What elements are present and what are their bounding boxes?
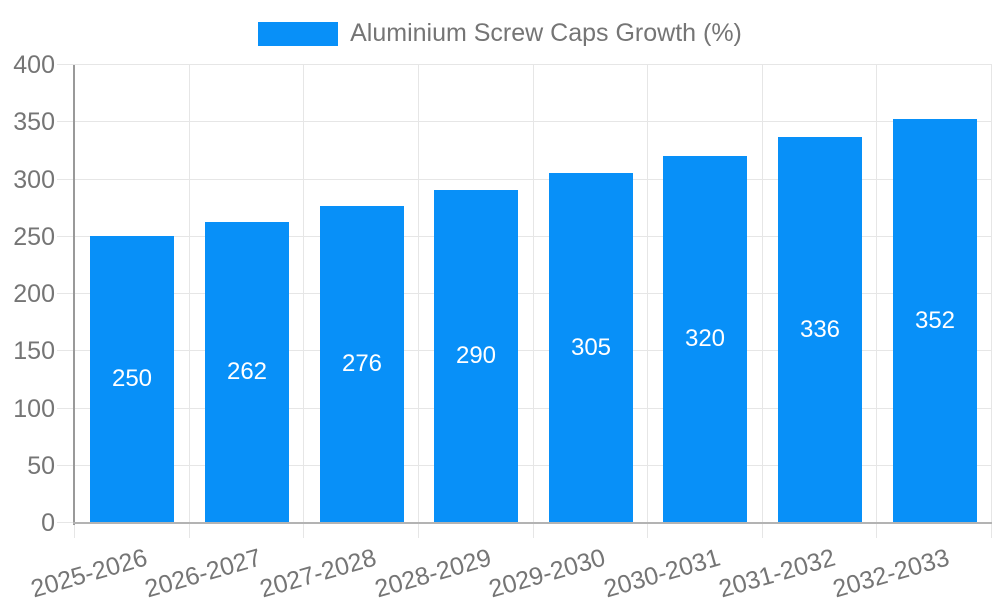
bar: 250: [90, 236, 174, 522]
bar: 336: [778, 137, 862, 522]
bar-value-label: 320: [684, 325, 726, 352]
y-axis-tick-label: 250: [13, 223, 55, 251]
y-axis-tick-label: 50: [27, 452, 55, 480]
x-gridline: [418, 65, 419, 523]
x-axis-line: [73, 522, 992, 524]
bar-value-label: 290: [455, 342, 497, 369]
legend: Aluminium Screw Caps Growth (%): [0, 21, 1000, 46]
x-gridline: [876, 65, 877, 523]
y-tick: [57, 121, 75, 122]
x-tick: [647, 523, 648, 538]
bar-value-label: 336: [799, 316, 841, 343]
bar-value-label: 250: [111, 365, 153, 392]
bar-value-label: 305: [570, 334, 612, 361]
x-axis-category-label: 2028-2029: [371, 543, 495, 600]
y-tick: [57, 64, 75, 65]
x-gridline: [303, 65, 304, 523]
bar: 262: [205, 222, 289, 522]
bar: 352: [893, 119, 977, 522]
x-tick: [762, 523, 763, 538]
bar-value-label: 262: [226, 358, 268, 385]
x-gridline: [762, 65, 763, 523]
bar: 290: [434, 190, 518, 522]
y-gridline: [75, 64, 992, 65]
y-tick: [57, 522, 75, 523]
x-axis-category-label: 2025-2026: [27, 543, 151, 600]
y-axis-tick-label: 200: [13, 280, 55, 308]
x-gridline: [189, 65, 190, 523]
y-axis-line: [73, 65, 75, 525]
y-tick: [57, 179, 75, 180]
y-axis-tick-label: 100: [13, 395, 55, 423]
x-axis-category-label: 2027-2028: [256, 543, 380, 600]
bar: 320: [663, 156, 747, 522]
x-gridline: [533, 65, 534, 523]
y-axis-tick-label: 350: [13, 108, 55, 136]
y-tick: [57, 465, 75, 466]
bar-value-label: 352: [914, 307, 956, 334]
x-gridline: [991, 65, 992, 523]
y-tick: [57, 350, 75, 351]
x-axis-category-label: 2026-2027: [142, 543, 265, 600]
y-tick: [57, 408, 75, 409]
x-tick: [533, 523, 534, 538]
x-axis-category-label: 2029-2030: [486, 543, 609, 600]
x-axis-category-label: 2032-2033: [829, 543, 953, 600]
bar: 305: [549, 173, 633, 522]
legend-swatch: [258, 21, 339, 46]
x-gridline: [647, 65, 648, 523]
x-axis-category-label: 2030-2031: [600, 543, 724, 600]
y-tick: [57, 236, 75, 237]
x-axis-category-label: 2031-2032: [715, 543, 838, 600]
bar-value-label: 276: [341, 350, 383, 377]
legend-label: Aluminium Screw Caps Growth (%): [350, 19, 742, 47]
x-tick: [303, 523, 304, 538]
x-tick: [876, 523, 877, 538]
bar: 276: [320, 206, 404, 522]
x-tick: [189, 523, 190, 538]
y-axis-tick-label: 400: [13, 51, 55, 79]
y-axis-tick-label: 0: [41, 509, 55, 537]
y-tick: [57, 293, 75, 294]
x-tick: [418, 523, 419, 538]
y-axis-tick-label: 300: [13, 166, 55, 194]
x-tick: [74, 523, 75, 538]
y-axis-tick-label: 150: [13, 337, 55, 365]
x-tick: [991, 523, 992, 538]
